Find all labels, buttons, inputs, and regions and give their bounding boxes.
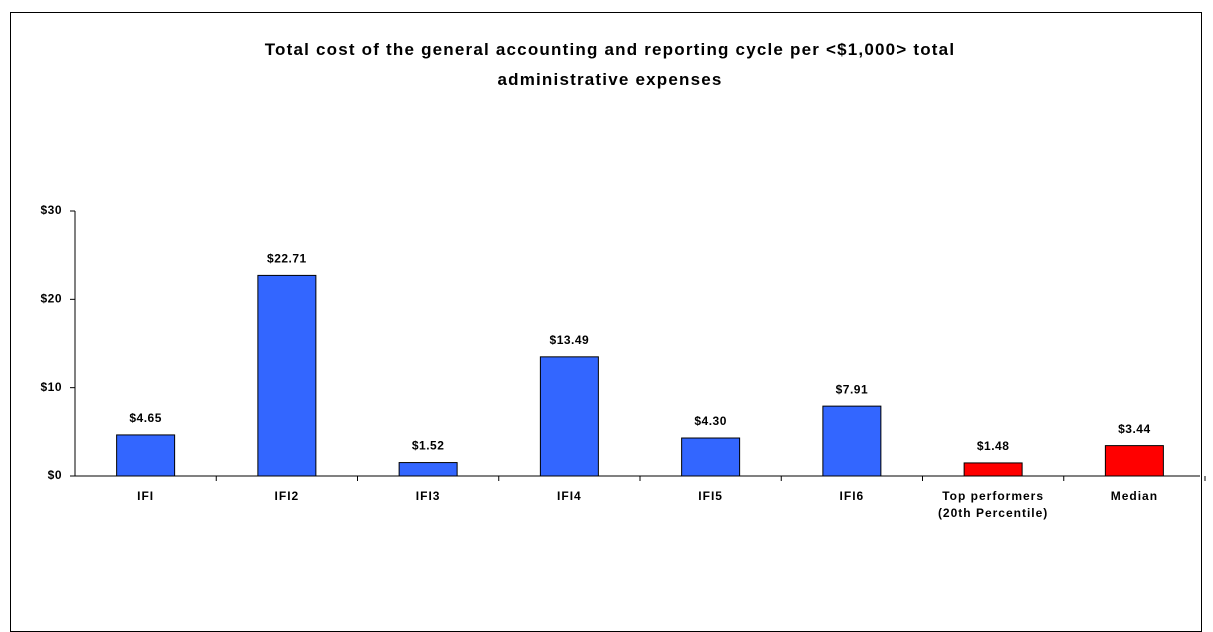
x-tick-label: IFI2 — [274, 489, 300, 503]
bar — [822, 405, 882, 477]
chart-title: Total cost of the general accounting and… — [264, 40, 956, 89]
x-tick-label: Top performers (20th Percentile) — [937, 489, 1049, 520]
bar — [963, 462, 1023, 477]
value-label: $4.30 — [694, 414, 727, 428]
x-tick-label: IFI6 — [839, 489, 865, 503]
x-tick-label: Median — [1110, 489, 1159, 503]
y-tick-label: $0 — [48, 468, 62, 482]
value-label: $22.71 — [267, 252, 307, 266]
y-tick-label: $10 — [40, 380, 62, 394]
bar — [398, 462, 458, 477]
value-label: $1.52 — [412, 439, 445, 453]
bar — [539, 356, 599, 477]
bar — [257, 274, 317, 477]
y-tick-label: $20 — [40, 292, 62, 306]
value-label: $13.49 — [550, 333, 590, 347]
value-label: $4.65 — [129, 411, 162, 425]
value-label: $1.48 — [977, 439, 1010, 453]
x-tick-label: IFI — [137, 489, 155, 503]
bar — [1104, 445, 1164, 477]
x-tick-label: IFI3 — [415, 489, 441, 503]
value-label: $7.91 — [836, 382, 869, 396]
y-tick-label: $30 — [40, 203, 62, 217]
value-label: $3.44 — [1118, 422, 1151, 436]
bar — [681, 437, 741, 477]
x-tick-label: IFI4 — [557, 489, 582, 503]
bar — [116, 434, 176, 477]
x-tick-label: IFI5 — [698, 489, 723, 503]
